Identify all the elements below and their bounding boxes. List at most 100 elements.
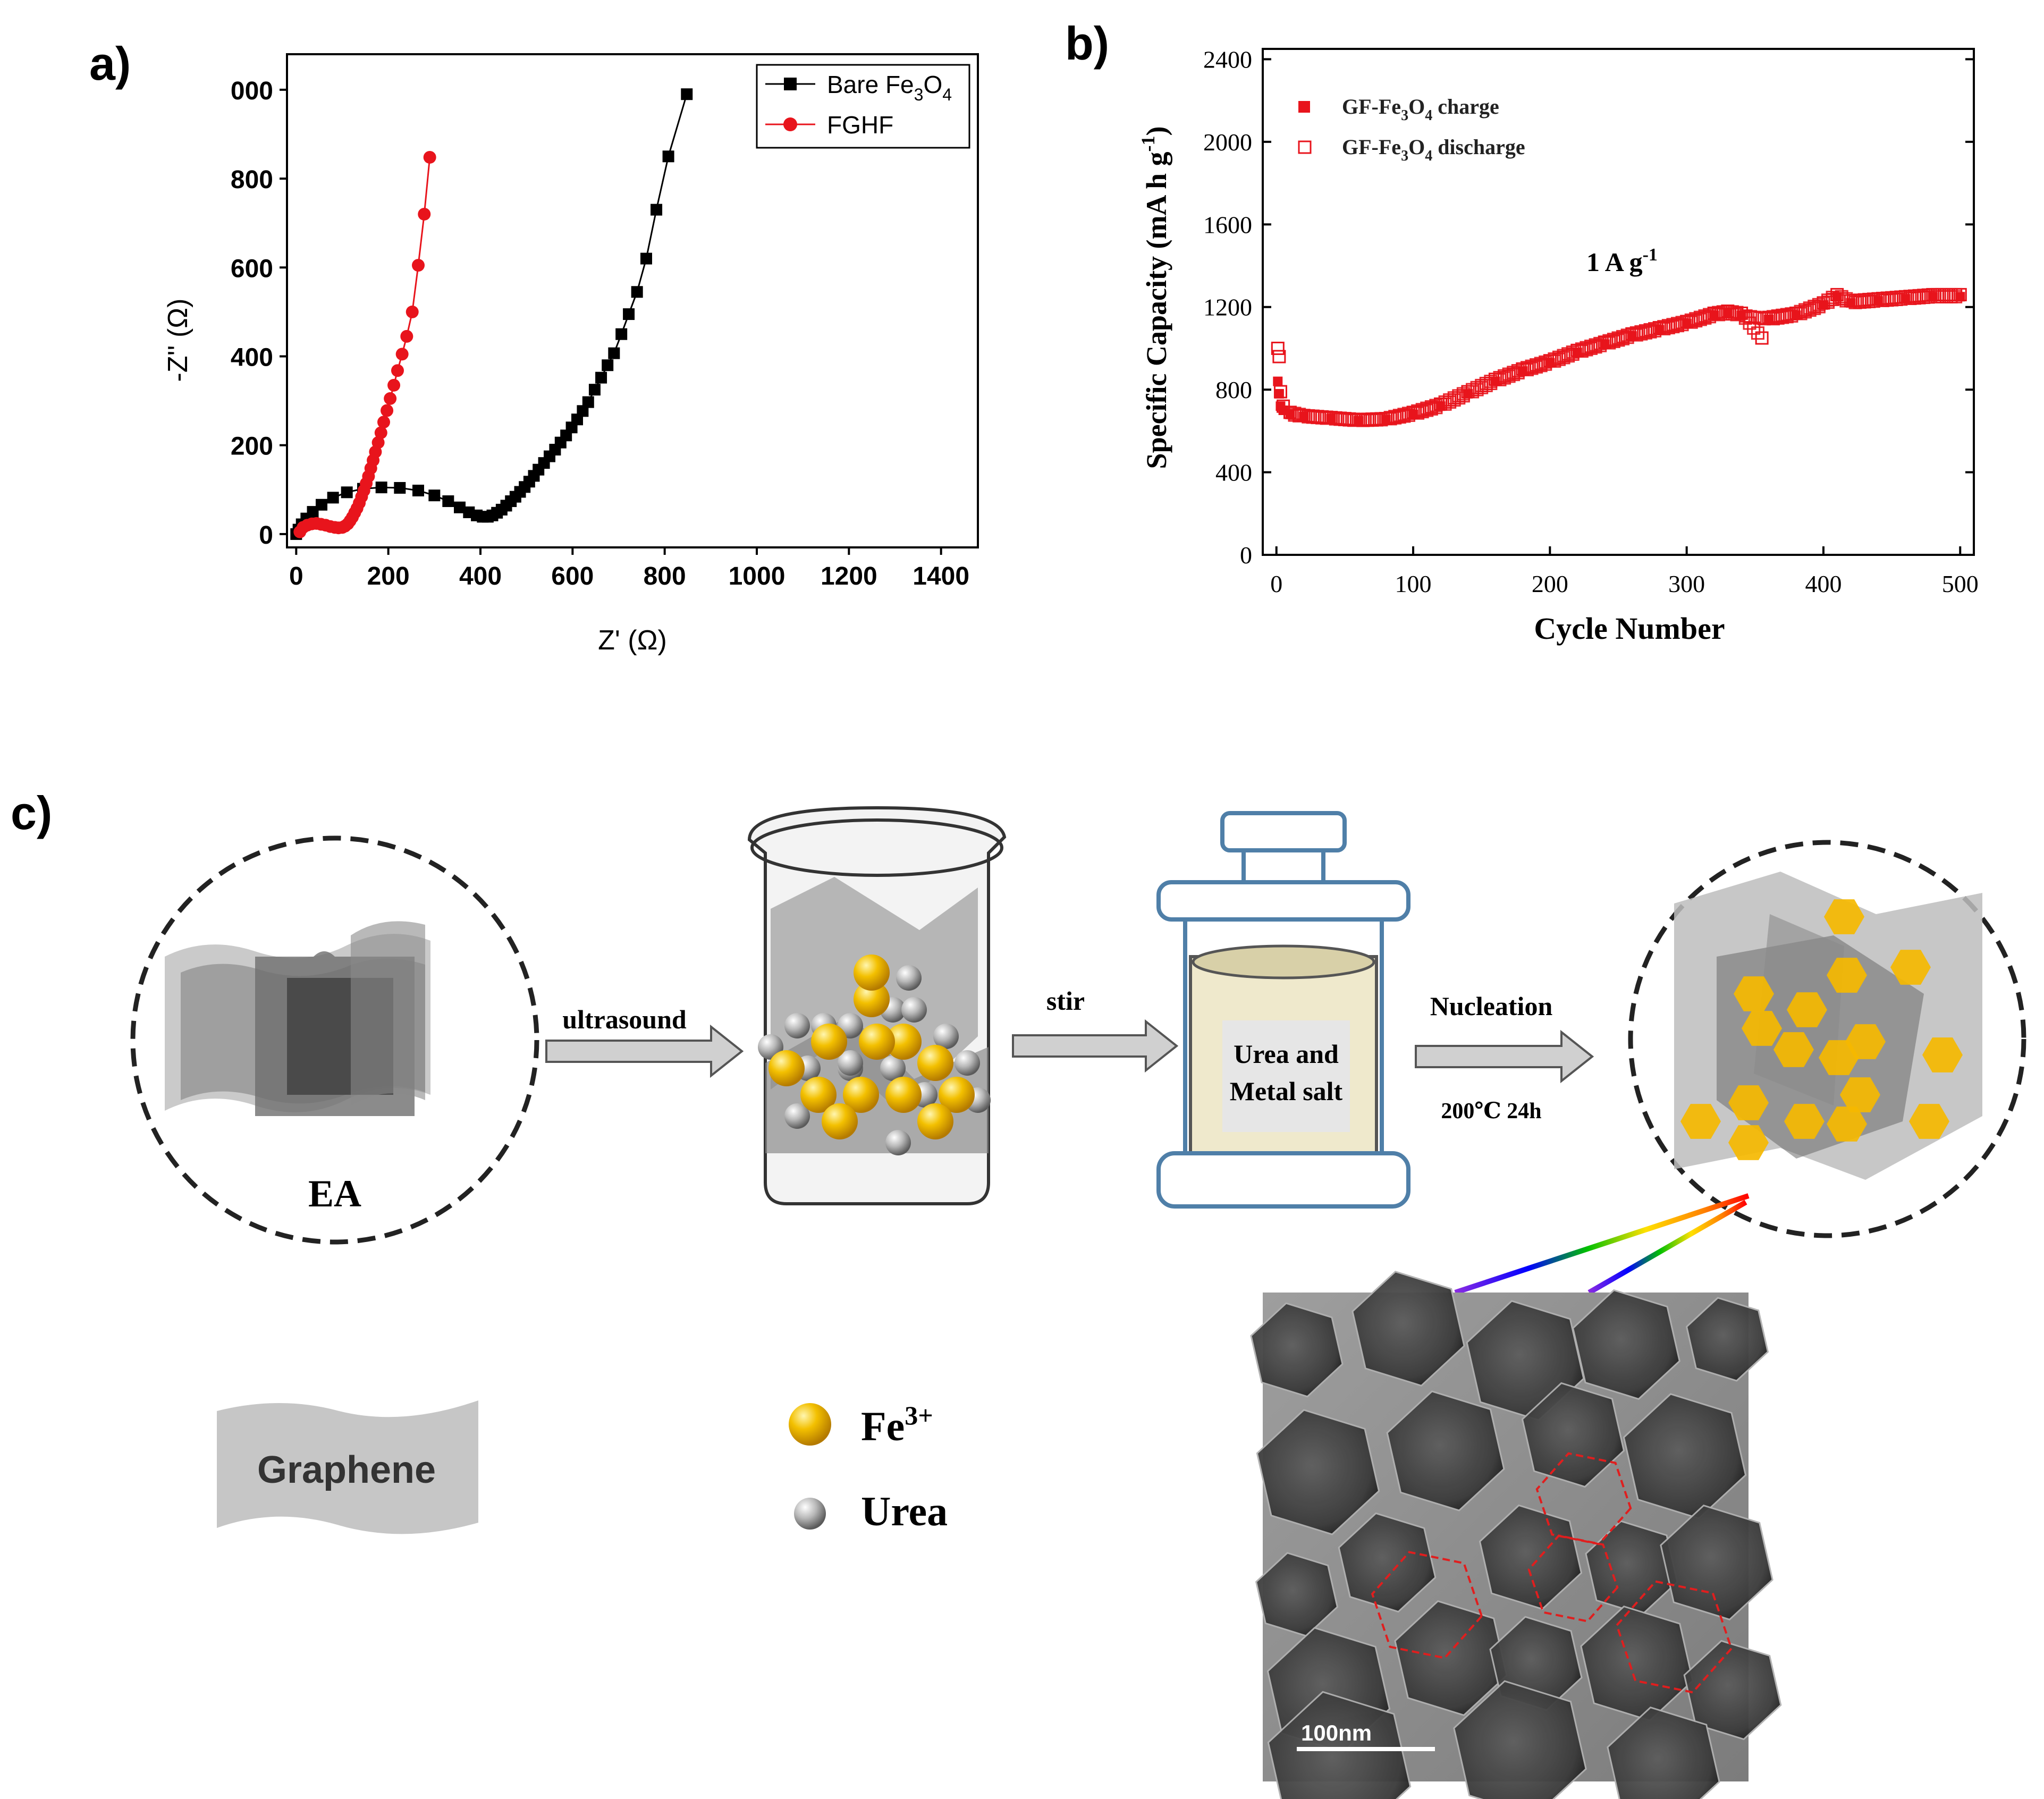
interp-marker-discharge	[1566, 345, 1580, 359]
data-point-bare	[577, 405, 589, 417]
interp-marker-discharge	[1743, 316, 1756, 330]
tem-particle	[1685, 1297, 1769, 1382]
lg-dis-sub2: 4	[1425, 148, 1432, 164]
y-label-b-main: Specific Capacity (mA h g	[1141, 152, 1172, 469]
condition-label: 200℃ 24h	[1441, 1099, 1541, 1124]
fe-ion-particle	[843, 1077, 879, 1113]
data-point-discharge	[1735, 306, 1749, 320]
interp-marker-discharge	[1511, 364, 1525, 378]
graphene-swatch	[217, 1400, 478, 1534]
data-point-charge	[1873, 296, 1883, 306]
data-point-charge	[1299, 411, 1309, 421]
data-point-bare	[588, 384, 601, 396]
x-axis-label-b: Cycle Number	[1534, 611, 1725, 646]
data-point-discharge	[1271, 341, 1285, 355]
interp-marker-discharge	[1392, 409, 1406, 423]
arrow-stir: stir	[1012, 986, 1179, 1073]
y-tick-label-b: 1600	[1203, 211, 1252, 238]
data-point-discharge	[1789, 306, 1803, 320]
tem-particle	[1267, 1691, 1412, 1799]
graphene-legend-label: Graphene	[257, 1449, 436, 1491]
x-tick-label-b: 500	[1942, 570, 1979, 597]
fe-ion-particle	[917, 1045, 953, 1081]
data-point-bare	[595, 371, 607, 384]
fe3o4-hexagon	[1827, 958, 1867, 993]
urea-particle	[838, 1050, 863, 1076]
interp-marker-discharge	[1698, 309, 1712, 323]
panel-label-a: a)	[89, 37, 131, 90]
impedance-chart: 0 200 400 600 800 000 0 200 400 600 800 1000 1200 14…	[163, 53, 979, 656]
interp-marker-discharge	[1575, 342, 1589, 356]
plot-frame-b	[1262, 48, 1975, 556]
fe3o4-hexagon	[1680, 1104, 1721, 1139]
fe-ion-particle	[939, 1077, 975, 1113]
graphene-sheet	[351, 921, 425, 1105]
data-point-discharge	[1379, 412, 1393, 426]
autoclave-cap	[1220, 811, 1347, 852]
interp-marker-discharge	[1383, 411, 1397, 425]
data-point-bare	[327, 492, 339, 504]
data-point-discharge	[1283, 406, 1297, 419]
data-point-charge	[1722, 308, 1733, 318]
rate-main: 1 A g	[1586, 247, 1643, 277]
interp-marker-discharge	[1693, 310, 1707, 324]
zoom-connectors	[1454, 1193, 1750, 1295]
legend-text-bare: Bare Fe3O4	[827, 71, 952, 104]
product-circle	[1628, 840, 2026, 1238]
y-tick-label-a: 400	[231, 344, 273, 372]
interp-marker-discharge	[1794, 305, 1807, 318]
interp-marker-discharge	[1689, 312, 1703, 326]
fe3o4-hexagon	[1734, 976, 1774, 1011]
fe3o4-hexagon	[1890, 950, 1931, 985]
legend-marker-discharge	[1298, 140, 1312, 154]
data-point-bare	[316, 499, 327, 511]
y-tick-label-b: 800	[1215, 376, 1252, 403]
interp-marker-discharge	[1429, 399, 1443, 412]
ea-label: EA	[308, 1172, 361, 1215]
data-point-bare	[394, 482, 406, 494]
hexagon-outline	[1535, 1452, 1632, 1545]
beaker-particles	[758, 955, 991, 1155]
interp-marker-discharge	[1812, 298, 1826, 311]
data-point-fghf	[406, 305, 419, 318]
interp-marker-discharge	[1634, 325, 1648, 339]
data-point-fghf	[387, 378, 401, 392]
data-point-charge	[1326, 413, 1336, 424]
x-tick-label-a: 1000	[729, 562, 785, 590]
y-axis-b: 0 400 800 1200 1600 2000 2400	[1203, 46, 1974, 569]
interp-marker-discharge	[1629, 326, 1643, 340]
data-point-bare	[615, 328, 628, 340]
y-tick-label-b: 1200	[1203, 294, 1252, 321]
fe3o4-hexagons	[1680, 899, 1963, 1160]
data-point-bare	[428, 489, 441, 502]
data-point-charge	[1901, 294, 1911, 304]
legend-bare-main: Bare Fe	[827, 71, 914, 98]
tem-particle	[1386, 1390, 1505, 1511]
interp-marker-discharge	[1747, 321, 1761, 335]
data-point-bare	[640, 252, 652, 265]
data-point-bare	[341, 486, 353, 499]
tem-particle	[1660, 1505, 1773, 1620]
x-tick-label-a: 1400	[913, 562, 969, 590]
lg-dis-tail: discharge	[1432, 135, 1525, 159]
fe-legend-main: Fe	[861, 1403, 905, 1449]
series-group-a	[290, 88, 693, 540]
interp-marker-discharge	[1666, 318, 1680, 332]
interp-marker-discharge	[1638, 324, 1652, 337]
fe-ion-particle	[859, 1024, 895, 1060]
y-tick-label-b: 2000	[1203, 129, 1252, 156]
y-tick-label-b: 2400	[1203, 46, 1252, 73]
data-point-discharge	[1406, 406, 1420, 419]
x-tick-label-b: 100	[1395, 570, 1432, 597]
data-point-bare	[454, 501, 466, 513]
urea-particle	[880, 1055, 906, 1081]
y-tick-label-b: 0	[1240, 542, 1252, 569]
interp-marker-discharge	[1288, 407, 1302, 420]
fe3o4-hexagon	[1787, 992, 1827, 1027]
data-point-discharge	[1830, 288, 1844, 301]
interp-marker-discharge	[1593, 336, 1607, 350]
beaker-rim	[750, 818, 1003, 877]
data-point-discharge	[1598, 335, 1611, 349]
fe3o4-hexagon	[1827, 1107, 1867, 1142]
interp-marker-discharge	[1738, 311, 1752, 325]
